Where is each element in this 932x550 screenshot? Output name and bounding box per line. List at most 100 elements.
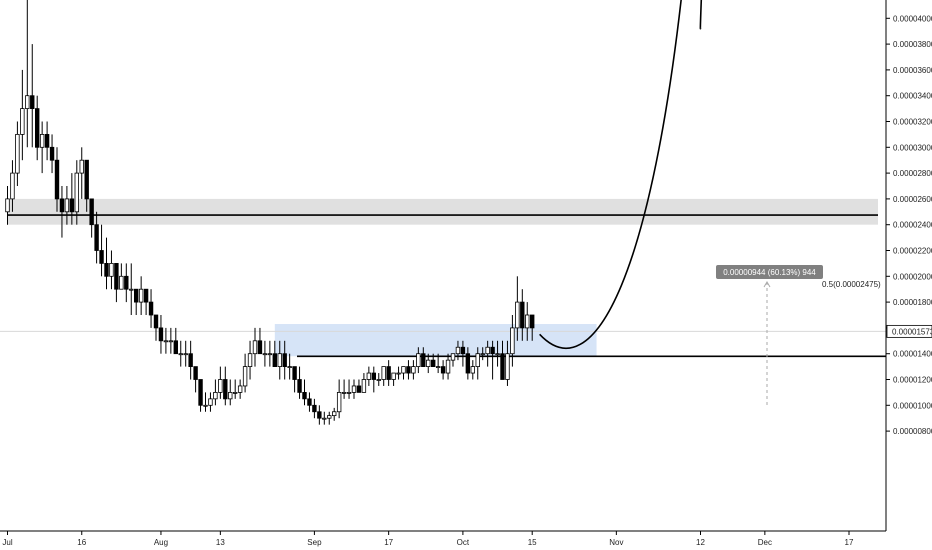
candle-body — [133, 288, 139, 303]
candle — [84, 159, 89, 212]
y-tick-label: 0.00001800 — [893, 298, 932, 307]
candle — [94, 211, 99, 264]
candle-body — [49, 146, 55, 161]
candle-body — [54, 159, 60, 200]
candle — [39, 121, 45, 174]
candle — [426, 353, 431, 374]
candle — [89, 198, 94, 238]
y-tick-label: 0.00002600 — [893, 195, 932, 204]
measure-badge: 0.00000944 (60.13%) 944 — [716, 265, 823, 279]
candle-body — [391, 372, 396, 380]
annotations-layer: 0.00000944 (60.13%) 944 0.5(0.00002475) — [539, 0, 881, 407]
projection-curve — [539, 0, 703, 350]
candle — [480, 347, 485, 361]
candle-body — [228, 391, 233, 400]
candle — [148, 289, 154, 328]
candle — [485, 340, 490, 367]
candle — [341, 379, 347, 399]
candle — [361, 373, 367, 393]
candle — [257, 327, 263, 355]
candle — [336, 379, 342, 419]
candle-body — [361, 379, 367, 393]
candle-body — [292, 366, 297, 380]
candle-body — [109, 262, 114, 277]
candle-body — [470, 366, 475, 374]
y-tick-label: 0.00000800 — [893, 427, 932, 436]
candle — [143, 288, 149, 315]
candle — [54, 147, 60, 212]
x-tick-label: 16 — [77, 538, 86, 547]
candle-body — [396, 372, 401, 375]
candle-body — [39, 133, 45, 148]
candle — [351, 379, 357, 399]
x-tick-label: Oct — [457, 538, 470, 547]
fib-label: 0.5(0.00002475) — [822, 280, 881, 289]
candle-body — [15, 133, 20, 174]
resistance-zone — [7, 198, 878, 225]
candle — [99, 224, 104, 277]
candle — [193, 366, 198, 393]
candle-body — [520, 301, 525, 329]
candle — [178, 340, 183, 367]
candle — [505, 340, 510, 386]
candle-body — [312, 404, 317, 413]
candle — [450, 353, 456, 367]
measure-badge-bg — [716, 265, 823, 279]
candle-body — [341, 391, 347, 394]
measure-arrow-icon — [763, 281, 771, 288]
candle-body — [525, 314, 530, 329]
candle-body — [242, 366, 248, 387]
y-tick-label: 0.00003200 — [893, 118, 932, 127]
candle-body — [302, 391, 307, 400]
candle-body — [485, 346, 490, 355]
candle — [133, 288, 139, 315]
candle — [460, 340, 466, 367]
candle — [35, 95, 40, 161]
candle-body — [406, 366, 411, 374]
candle — [475, 347, 480, 380]
candle — [237, 379, 243, 399]
candle — [376, 373, 381, 386]
candle-body — [208, 398, 213, 406]
candle-body — [297, 379, 302, 393]
candle-body — [465, 353, 471, 374]
candle-body — [530, 314, 535, 329]
candle — [163, 327, 169, 354]
candle — [228, 379, 233, 406]
candles-layer — [5, 0, 535, 425]
candle — [391, 372, 396, 386]
candle — [64, 186, 70, 225]
last-price-label: 0.00001573 — [892, 327, 932, 336]
x-tick-label: 12 — [696, 538, 705, 547]
candle-body — [440, 366, 446, 374]
candle-body — [480, 353, 485, 356]
candle-body — [30, 95, 35, 109]
candle-body — [282, 353, 287, 368]
y-tick-label: 0.00001400 — [893, 350, 932, 359]
candle-body — [376, 379, 381, 381]
candle — [356, 379, 362, 393]
y-tick-label: 0.00002800 — [893, 169, 932, 178]
candle — [396, 366, 401, 380]
candle — [322, 411, 327, 425]
candle-body — [435, 366, 441, 369]
candle-body — [138, 288, 144, 303]
candle — [5, 186, 10, 225]
candle-body — [163, 340, 169, 343]
candle — [327, 411, 332, 425]
y-tick-label: 0.00002200 — [893, 247, 932, 256]
candle — [371, 366, 376, 393]
x-tick-label: Nov — [609, 538, 623, 547]
candle — [430, 353, 436, 367]
candle — [198, 379, 203, 412]
candle — [490, 340, 495, 380]
candle-body — [198, 379, 203, 406]
candle — [277, 340, 282, 380]
candle-body — [129, 288, 134, 291]
candle — [208, 392, 213, 412]
y-tick-label: 0.00002400 — [893, 221, 932, 230]
candle-body — [317, 411, 322, 419]
candle-body — [336, 391, 342, 413]
candle-body — [69, 198, 75, 213]
candle — [138, 276, 144, 315]
